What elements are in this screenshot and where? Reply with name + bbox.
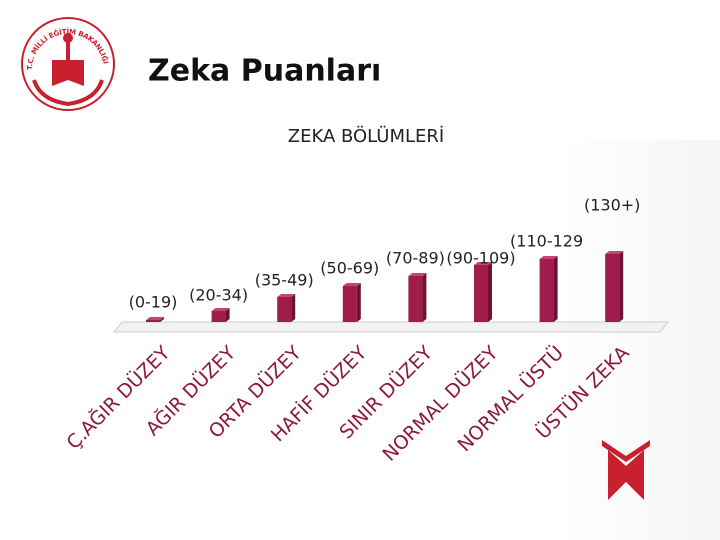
bar-side: [619, 251, 624, 322]
bar-side: [160, 317, 164, 322]
bar-top: [342, 283, 361, 286]
range-label: (110-129: [510, 232, 583, 251]
bar-top: [474, 262, 492, 265]
bar-top: [146, 317, 164, 320]
corner-logo-top: [602, 440, 650, 462]
bar: [474, 265, 488, 322]
bar-side: [488, 262, 492, 322]
range-label: (0-19): [129, 293, 178, 312]
floor: [112, 321, 670, 333]
bar: [146, 320, 160, 322]
bar-side: [225, 308, 230, 322]
range-label: (90-109): [446, 249, 515, 268]
corner-logo: [608, 450, 644, 500]
chart-title: ZEKA BÖLÜMLERİ: [288, 125, 444, 147]
bar: [408, 276, 423, 322]
range-label: (130+): [584, 196, 640, 215]
range-label: (70-89): [386, 249, 445, 268]
bar-top: [605, 251, 624, 254]
bar-side: [422, 273, 427, 322]
bar-side: [356, 283, 361, 322]
bar: [211, 311, 226, 322]
bar-top: [408, 273, 427, 276]
bar-side: [553, 256, 558, 322]
bar: [605, 254, 620, 322]
x-tick-label: NORMAL DÜZEY: [378, 341, 503, 466]
range-label: (50-69): [320, 259, 379, 278]
bar-side: [291, 294, 296, 322]
bar: [539, 259, 554, 322]
slide-title: Zeka Puanları: [148, 54, 381, 89]
range-label: (35-49): [255, 271, 314, 290]
bar-top: [539, 256, 558, 259]
range-label: (20-34): [189, 286, 248, 305]
bar-top: [211, 308, 230, 311]
bar: [342, 286, 357, 322]
logo: T.C. MİLLİ EĞİTİM BAKANLIĞI: [21, 17, 115, 111]
bar-top: [277, 294, 296, 297]
bar: [277, 297, 292, 322]
